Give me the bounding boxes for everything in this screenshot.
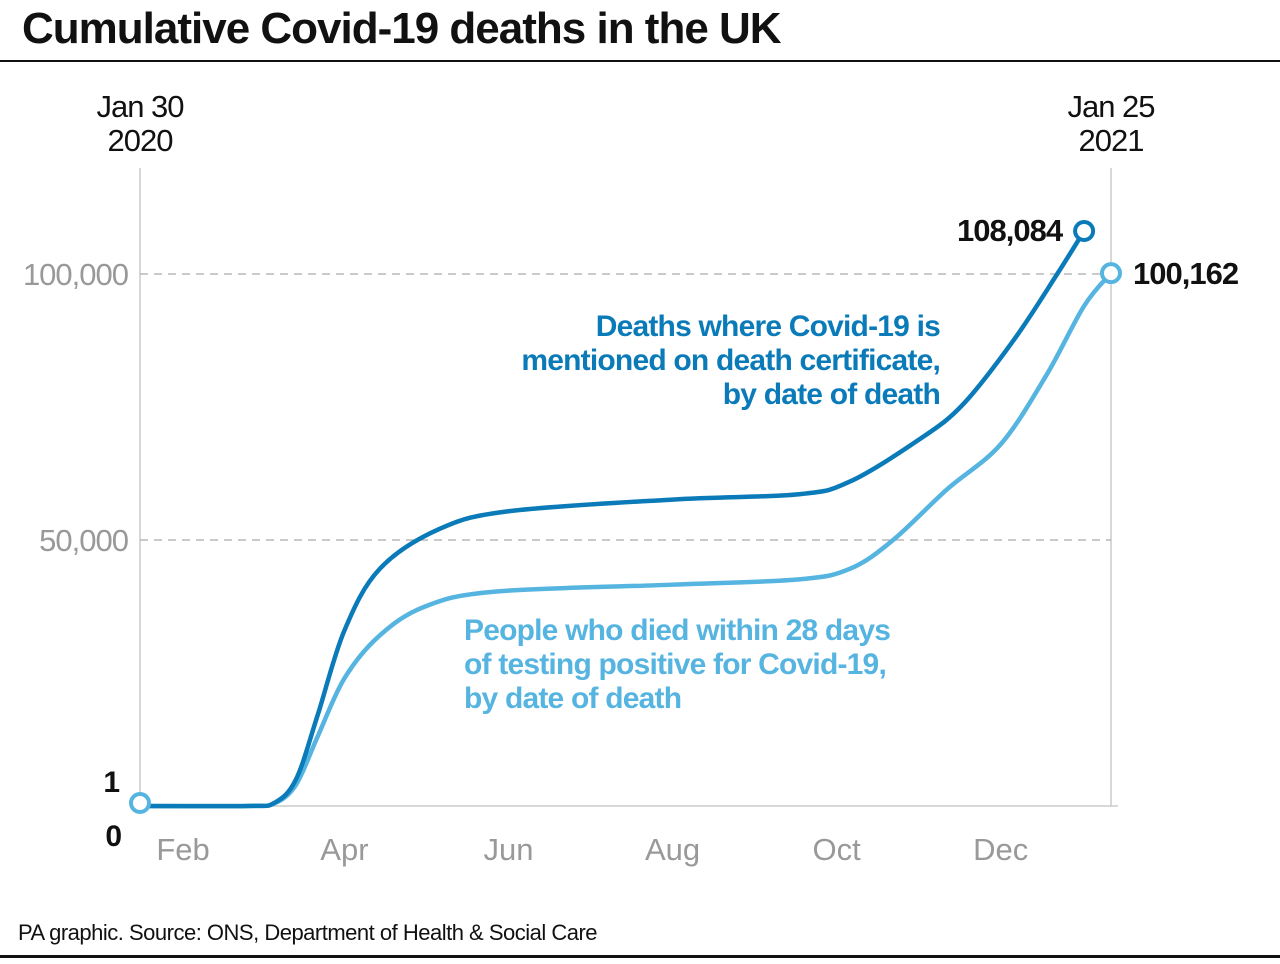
start-date-label: Jan 30 xyxy=(96,89,184,124)
y-zero-label: 0 xyxy=(105,820,122,853)
end-value-label: 108,084 xyxy=(957,213,1064,248)
y-min-label: 1 xyxy=(103,766,120,799)
bottom-rule xyxy=(0,955,1280,958)
x-tick-label: Jun xyxy=(484,832,534,867)
end-value-label: 100,162 xyxy=(1133,256,1238,291)
end-date-label: Jan 25 xyxy=(1067,89,1154,124)
y-tick-label: 50,000 xyxy=(39,523,129,558)
title-rule xyxy=(0,60,1280,62)
series-annotation: People who died within 28 days xyxy=(464,614,890,647)
series-annotation: mentioned on death certificate, xyxy=(521,344,940,377)
series-line-1 xyxy=(137,228,1087,809)
x-tick-label: Apr xyxy=(320,832,368,867)
series-annotation: by date of death xyxy=(723,378,940,411)
y-tick-label: 100,000 xyxy=(23,257,129,292)
series-start-marker xyxy=(129,792,151,814)
start-date-label: 2020 xyxy=(108,123,174,158)
series-line-2 xyxy=(137,270,1114,809)
source-note: PA graphic. Source: ONS, Department of H… xyxy=(18,920,598,945)
series-end-marker xyxy=(1100,262,1122,285)
series-annotation: Deaths where Covid-19 is xyxy=(596,310,940,343)
end-date-label: 2021 xyxy=(1079,123,1144,158)
x-tick-label: Feb xyxy=(156,832,209,867)
series-annotation: of testing positive for Covid-19, xyxy=(464,648,886,681)
series-annotation: by date of death xyxy=(464,682,681,715)
x-tick-label: Oct xyxy=(813,832,862,867)
chart-title: Cumulative Covid-19 deaths in the UK xyxy=(22,4,782,53)
series-end-marker xyxy=(1073,219,1096,242)
x-tick-label: Dec xyxy=(973,832,1028,867)
x-tick-label: Aug xyxy=(645,832,700,867)
